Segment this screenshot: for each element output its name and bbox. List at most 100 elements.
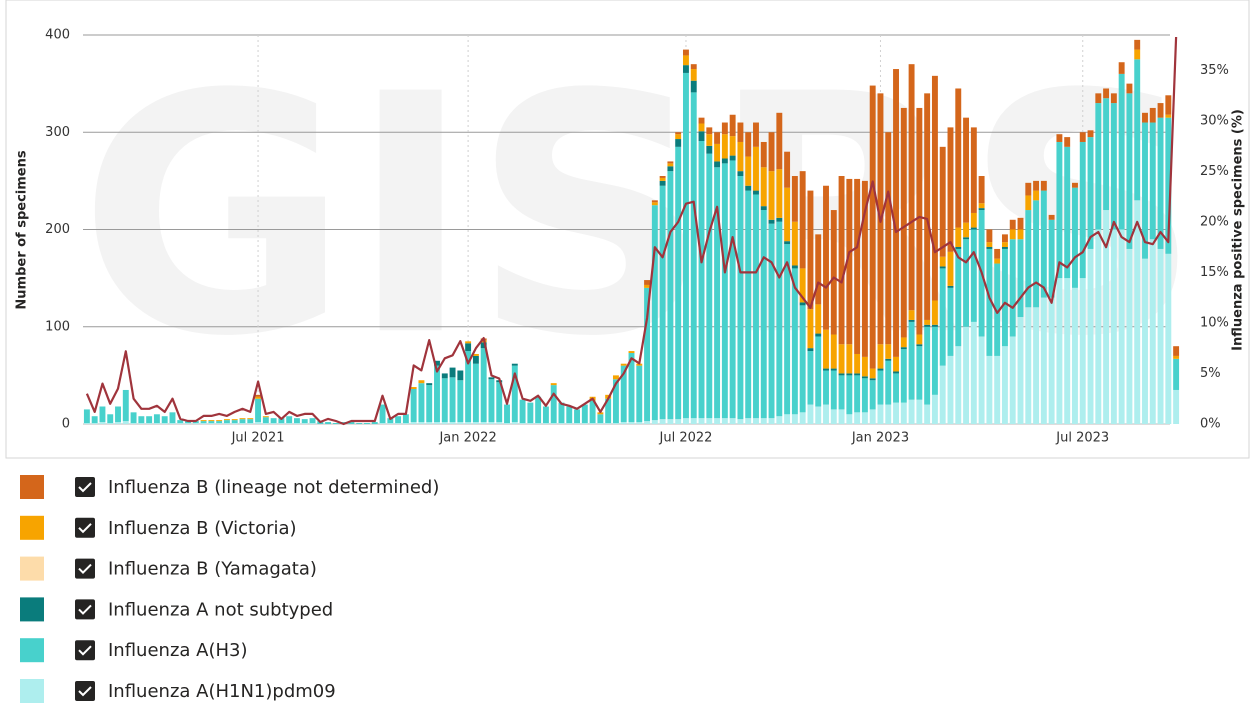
bar-segment (675, 146, 682, 420)
bar-segment (776, 169, 783, 218)
legend-item[interactable]: Influenza B (Victoria) (20, 515, 297, 540)
bar-segment (830, 370, 837, 410)
bar-segment (955, 248, 962, 347)
bar-segment (823, 185, 829, 330)
legend-checkbox[interactable] (75, 681, 95, 701)
bar-segment (441, 378, 448, 423)
bar-segment (597, 414, 604, 424)
bar-segment (1072, 182, 1078, 188)
y2-tick-label: 5% (1200, 366, 1221, 381)
bar-segment (893, 402, 899, 424)
bar-segment (714, 161, 721, 168)
bar-segment (791, 265, 798, 269)
bar-segment (737, 419, 744, 424)
bar-segment (994, 258, 1001, 264)
bar-segment (846, 178, 853, 345)
bar-segment (729, 136, 736, 156)
y2-tick-label: 15% (1200, 265, 1229, 280)
bar-segment (325, 422, 332, 424)
bar-segment (480, 342, 487, 349)
bar-segment (706, 145, 713, 154)
checkmark (78, 482, 92, 493)
bar-segment (1064, 146, 1071, 279)
bar-segment (807, 351, 814, 405)
legend-item[interactable]: Influenza A not subtyped (20, 597, 333, 622)
bar-segment (799, 171, 806, 269)
legend-swatch (20, 679, 44, 703)
legend-checkbox[interactable] (75, 599, 95, 620)
checkmark (78, 604, 92, 615)
bar-segment (760, 206, 767, 211)
bar-segment (823, 368, 829, 371)
bar-segment (223, 420, 230, 424)
bar-segment (799, 302, 806, 306)
bar-segment (659, 185, 666, 420)
legend-item[interactable]: Influenza A(H1N1)pdm09 (20, 679, 336, 703)
bar-segment (457, 380, 464, 423)
bar-segment (644, 280, 651, 285)
bar-segment (255, 396, 262, 399)
bar-segment (1134, 59, 1141, 201)
bar-segment (496, 382, 503, 423)
bar-segment (278, 418, 285, 424)
legend-checkbox[interactable] (75, 640, 95, 661)
bar-segment (737, 141, 744, 172)
bar-segment (908, 319, 915, 322)
bar-segment (107, 414, 114, 424)
bar-segment (542, 423, 549, 424)
bar-segment (379, 423, 386, 424)
bar-segment (963, 326, 970, 424)
bar-segment (706, 134, 713, 146)
bar-segment (519, 399, 526, 424)
bar-segment (877, 344, 884, 369)
bar-segment (418, 383, 425, 423)
bar-segment (955, 227, 962, 248)
bar-segment (784, 244, 791, 415)
legend-swatch (20, 556, 44, 581)
bar-segment (636, 422, 643, 424)
bar-segment (1009, 229, 1016, 240)
checkmark (78, 686, 92, 697)
bar-segment (729, 418, 736, 424)
bar-segment (1149, 122, 1156, 240)
legend-label: Influenza A(H1N1)pdm09 (108, 681, 336, 702)
legend-checkbox[interactable] (75, 558, 95, 579)
bar-segment (504, 404, 510, 424)
bar-segment (721, 134, 728, 159)
bar-segment (511, 363, 518, 366)
bar-segment (838, 409, 845, 424)
bar-segment (550, 423, 557, 424)
bar-segment (667, 163, 674, 167)
bar-segment (200, 421, 207, 424)
bar-segment (963, 222, 970, 238)
bar-segment (714, 418, 721, 424)
bar-segment (869, 380, 876, 410)
x-tick-label: Jul 2021 (231, 431, 285, 446)
bar-segment (690, 92, 697, 419)
bar-segment (791, 176, 798, 222)
bar-segment (1087, 248, 1094, 424)
bar-segment (753, 146, 759, 191)
bar-segment (177, 423, 184, 424)
bar-segment (1025, 210, 1032, 308)
bar-segment (1095, 229, 1102, 424)
legend-item[interactable]: Influenza A(H3) (20, 638, 248, 663)
legend-item[interactable]: Influenza B (lineage not determined) (20, 475, 439, 499)
bar-segment (177, 420, 184, 424)
bar-segment (698, 117, 705, 124)
bar-segment (978, 203, 985, 209)
bar-segment (776, 416, 783, 424)
legend-checkbox[interactable] (75, 517, 95, 538)
bar-segment (916, 334, 923, 345)
bar-segment (651, 420, 658, 424)
bar-segment (410, 387, 417, 389)
legend-swatch (20, 638, 44, 663)
bar-segment (939, 146, 946, 257)
bar-segment (99, 406, 106, 423)
bar-segment (1173, 346, 1180, 356)
bar-segment (931, 394, 938, 424)
legend-checkbox[interactable] (75, 477, 95, 497)
legend-item[interactable]: Influenza B (Yamagata) (20, 556, 317, 581)
bar-segment (900, 107, 907, 338)
bar-segment (511, 422, 518, 424)
